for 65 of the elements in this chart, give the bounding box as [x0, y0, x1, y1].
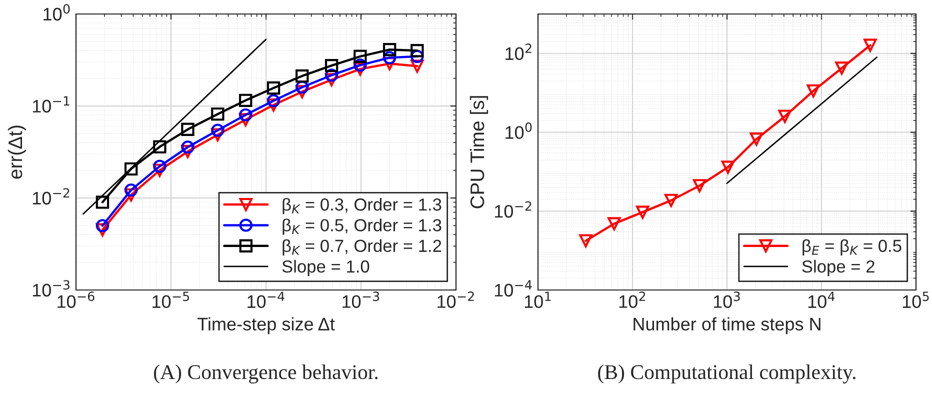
x-axis-title: Number of time steps N [634, 317, 820, 334]
point [181, 122, 194, 136]
point [266, 94, 280, 108]
point [835, 61, 848, 75]
legend-label: β$_{K}$ = 0.7, Order = 1.2 [282, 239, 442, 256]
point [296, 80, 309, 94]
point [410, 50, 424, 64]
point [721, 160, 735, 174]
point [664, 194, 678, 208]
point [750, 132, 764, 146]
point [124, 183, 138, 197]
point [608, 217, 621, 230]
y-tick-label: 10$^{−2}$ [32, 188, 70, 205]
x-tick-label: 10$^{−3}$ [342, 292, 380, 308]
y-axis-title: err(Δt) [8, 126, 26, 179]
point [324, 58, 338, 72]
point [239, 94, 252, 108]
legend-label: β$_{K}$ = 0.3, Order = 1.3 [282, 198, 442, 214]
point [579, 234, 592, 248]
point [181, 140, 194, 154]
point [692, 179, 706, 192]
y-tick-label: 10$^{2}$ [506, 44, 532, 60]
point [382, 43, 396, 56]
point [153, 140, 166, 154]
point [296, 69, 309, 83]
y-axis-title: CPU Time [s] [470, 96, 488, 208]
legend-label: β$_{E}$ = β$_{K}$ = 0.5 [802, 239, 902, 256]
point [382, 51, 396, 64]
x-tick-label: 10$^{−6}$ [58, 292, 94, 308]
legend-label: Slope = 1.0 [282, 260, 370, 276]
point [153, 160, 166, 173]
x-tick-label: 10$^{−2}$ [438, 292, 474, 308]
x-tick-label: 10$^{1}$ [524, 292, 551, 308]
y-tick-label: 10$^{−2}$ [494, 201, 532, 218]
x-tick-label: 10$^{5}$ [902, 292, 929, 308]
point [410, 60, 424, 73]
point [211, 107, 224, 121]
point [778, 110, 792, 123]
point [864, 38, 877, 52]
point [96, 219, 110, 232]
x-tick-label: 10$^{2}$ [619, 292, 646, 308]
x-axis-title: Time-step size Δt [198, 317, 335, 334]
x-tick-label: 10$^{3}$ [714, 292, 740, 308]
point [239, 108, 252, 122]
point [211, 124, 224, 137]
text: (B) Computational complexity. [598, 364, 856, 384]
point [324, 68, 338, 82]
legend-label: β$_{K}$ = 0.5, Order = 1.3 [282, 218, 442, 235]
point [410, 44, 424, 58]
point [354, 50, 367, 64]
y-tick-label: 10$^{0}$ [506, 122, 532, 139]
x-tick-label: 10$^{4}$ [808, 292, 835, 308]
point [124, 162, 138, 176]
point [354, 58, 367, 72]
y-tick-label: 10$^{−1}$ [32, 96, 70, 113]
point [96, 196, 110, 209]
x-tick-label: 10$^{−5}$ [152, 292, 190, 308]
point [266, 81, 280, 95]
y-tick-label: 10$^{0}$ [44, 4, 70, 21]
point [636, 206, 650, 219]
point [806, 84, 820, 98]
text: (A) Convergence behavior. [154, 364, 378, 384]
x-tick-label: 10$^{−4}$ [248, 292, 284, 308]
point [96, 223, 110, 237]
legend-label: Slope = 2 [802, 260, 874, 276]
